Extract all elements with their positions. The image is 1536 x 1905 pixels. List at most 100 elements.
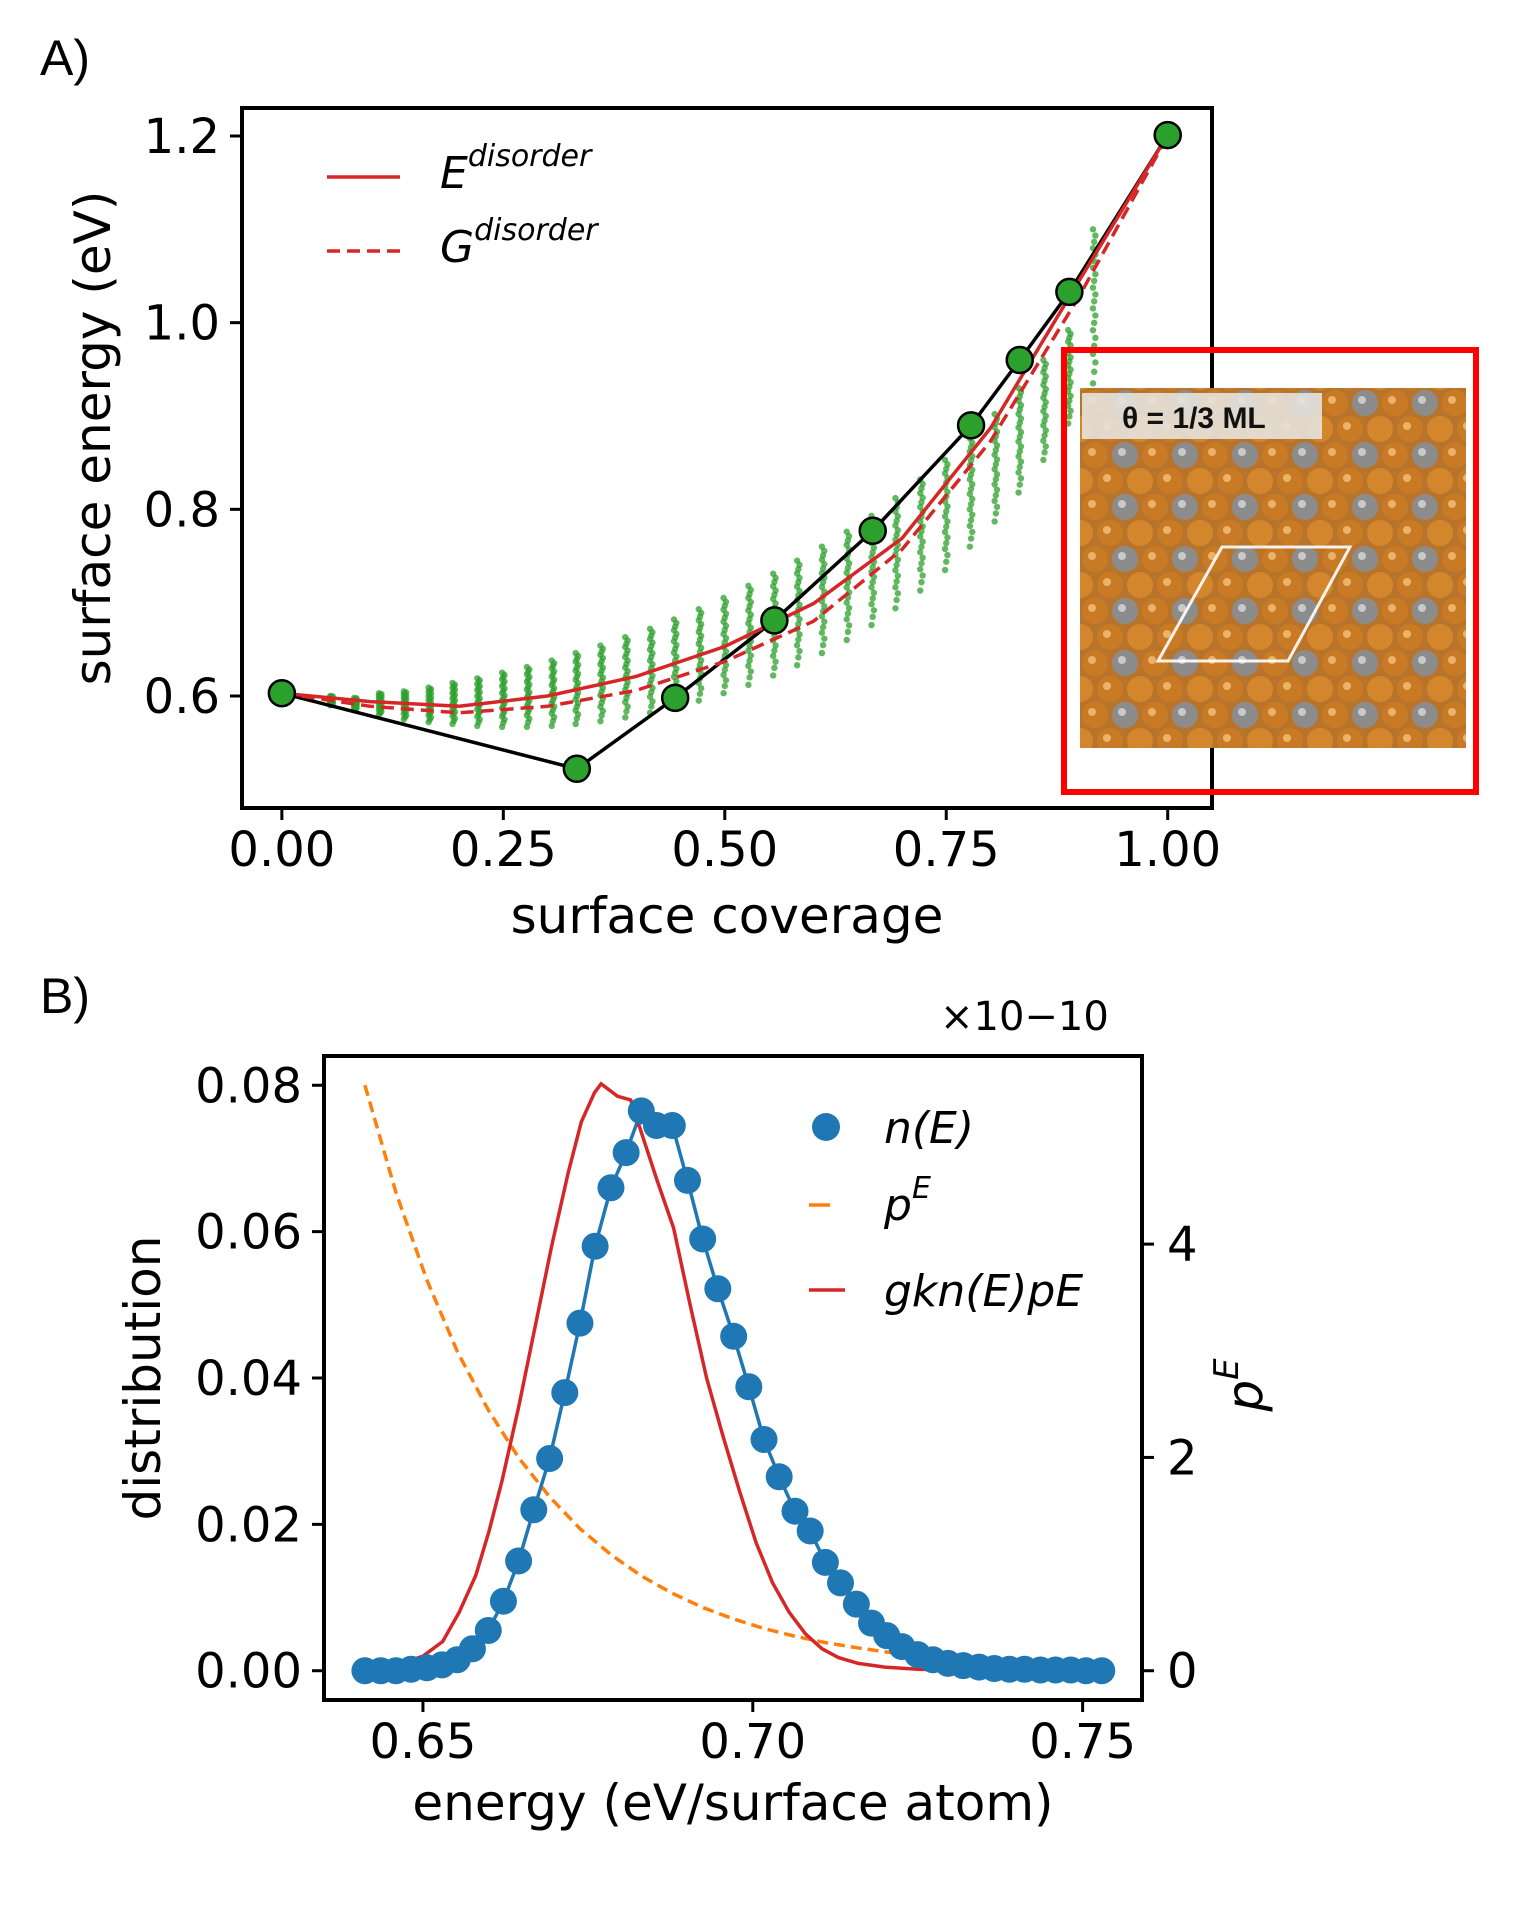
scatter-point: [918, 560, 925, 567]
scatter-point: [1016, 463, 1023, 471]
scatter-point: [819, 623, 827, 631]
n-e-marker: [597, 1174, 625, 1202]
scatter-point: [967, 517, 975, 524]
chart-a-ordered-markers: [267, 120, 1182, 784]
scatter-point: [992, 492, 1000, 499]
inset-label: θ = 1/3 ML: [1122, 402, 1266, 435]
scatter-point: [745, 582, 752, 590]
scatter-point: [843, 616, 850, 623]
scatter-point: [870, 607, 878, 614]
scatter-point: [1089, 226, 1097, 233]
scatter-point: [843, 599, 850, 606]
scatter-point: [1064, 326, 1072, 334]
legend-pe-label: pE: [883, 1171, 931, 1231]
chart-b-ticks: 0.65 0.70 0.75 0.00 0.02 0.04 0.06 0.08 0 2 4: [195, 1058, 1197, 1770]
x-tick-label: 0.50: [671, 822, 778, 878]
scatter-point: [892, 584, 899, 591]
panel-a-label: A): [40, 30, 90, 86]
scatter-point: [941, 566, 949, 574]
scatter-point: [894, 556, 902, 563]
scatter-point: [795, 636, 802, 643]
scatter-point: [991, 518, 998, 525]
scatter-point: [892, 567, 899, 574]
scatter-point: [1015, 489, 1022, 496]
y-tick-label: 0.08: [195, 1058, 302, 1114]
scatter-point: [1066, 413, 1073, 420]
x-tick-label: 0.75: [893, 822, 1000, 878]
chart-b-xlabel: energy (eV/surface atom): [412, 1774, 1053, 1832]
ordered-structure-marker: [858, 516, 887, 546]
x-tick-label: 0.25: [450, 822, 557, 878]
scatter-point: [769, 652, 777, 660]
n-e-marker: [612, 1139, 640, 1167]
scatter-point: [944, 518, 951, 525]
scatter-point: [943, 523, 950, 530]
scatter-point: [474, 675, 481, 682]
ordered-structure-marker: [956, 411, 986, 440]
scatter-point: [695, 697, 702, 704]
ordered-structure-marker: [267, 678, 297, 708]
legend-gk-label: gkn(E)pE: [884, 1266, 1083, 1317]
scatter-point: [1092, 271, 1099, 278]
scatter-point: [572, 649, 579, 657]
x-tick-label: 0.65: [370, 1714, 477, 1770]
scatter-point: [918, 543, 925, 551]
scatter-point: [1090, 368, 1098, 375]
scatter-point: [696, 690, 704, 697]
scatter-point: [869, 595, 876, 602]
y-tick-label: 0.00: [195, 1644, 302, 1700]
scatter-point: [772, 658, 779, 665]
n-e-marker: [489, 1587, 517, 1615]
scatter-point: [821, 635, 828, 642]
n-e-marker: [827, 1569, 855, 1597]
scatter-point: [843, 528, 850, 535]
scatter-point: [697, 685, 705, 692]
scatter-point: [793, 642, 801, 649]
inset-image: [1080, 388, 1466, 748]
scatter-point: [1090, 238, 1098, 246]
scatter-point: [894, 527, 902, 534]
scatter-point: [894, 572, 902, 579]
scatter-point: [1017, 443, 1025, 450]
n-e-line: [364, 1107, 1102, 1673]
scatter-point: [1089, 327, 1097, 334]
scatter-point: [548, 722, 555, 730]
scatter-point: [943, 558, 950, 565]
legend-n-e-label: n(E): [884, 1103, 974, 1154]
scatter-point: [917, 566, 924, 573]
scatter-point: [623, 708, 630, 715]
scatter-point: [969, 495, 976, 503]
scatter-point: [1017, 458, 1025, 465]
scatter-point: [966, 543, 974, 550]
n-e-marker: [765, 1463, 793, 1491]
scatter-point: [993, 486, 1001, 493]
scatter-point: [771, 664, 778, 672]
scatter-point: [721, 682, 728, 690]
scatter-point: [746, 657, 753, 664]
scatter-point: [1040, 356, 1047, 364]
scatter-point: [1042, 427, 1049, 434]
scatter-point: [992, 461, 1000, 468]
scatter-point: [720, 594, 727, 602]
y-right-tick-label: 2: [1167, 1430, 1198, 1486]
x-tick-label: 0.70: [699, 1714, 806, 1770]
scatter-point: [844, 628, 852, 636]
scatter-point: [868, 600, 875, 608]
scatter-point: [449, 679, 456, 687]
inset-label-background: [1082, 393, 1322, 439]
scatter-point: [969, 528, 976, 536]
scatter-point: [991, 497, 998, 505]
scatter-point: [944, 534, 951, 541]
scatter-point: [1067, 407, 1074, 415]
scatter-point: [1090, 277, 1098, 285]
y-tick-label: 0.6: [144, 669, 220, 725]
chart-a-xlabel: surface coverage: [511, 887, 944, 945]
scatter-point: [892, 494, 899, 502]
scatter-point: [941, 456, 949, 464]
n-e-marker: [474, 1616, 502, 1644]
chart-a-legend: Edisorder Gdisorder: [327, 139, 599, 273]
n-e-marker: [735, 1373, 763, 1401]
scatter-point: [941, 513, 949, 520]
scatter-point: [1090, 319, 1098, 327]
